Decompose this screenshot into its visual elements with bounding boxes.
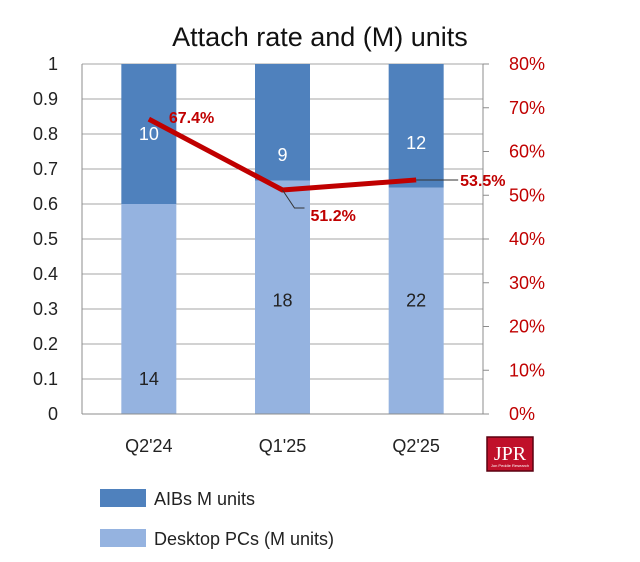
y-left-tick-label: 0.1 — [33, 369, 58, 389]
legend: AIBs M units Desktop PCs (M units) — [100, 489, 334, 549]
desktop-value-label: 18 — [272, 290, 292, 310]
bar-desktop-pcs — [121, 204, 177, 414]
bar-desktop-pcs — [255, 180, 310, 414]
y-left-tick-label: 0.7 — [33, 159, 58, 179]
line-label: 67.4% — [169, 110, 214, 127]
y-right-tick-label: 80% — [509, 54, 545, 74]
y-right-tick-label: 30% — [509, 273, 545, 293]
bar-aibs — [388, 64, 444, 188]
legend-swatch — [100, 489, 146, 507]
y-right-tick-label: 10% — [509, 360, 545, 380]
y-left-tick-label: 0.4 — [33, 264, 58, 284]
bar-aibs — [121, 64, 177, 204]
bar-desktop-pcs — [388, 187, 444, 414]
y-left-tick-label: 0.2 — [33, 334, 58, 354]
y-left-tick-label: 1 — [48, 54, 58, 74]
line-label: 51.2% — [311, 208, 356, 225]
logo-text: JPR — [494, 443, 527, 465]
line-label: 53.5% — [460, 173, 505, 190]
aib-value-label: 12 — [406, 133, 426, 153]
bar-aibs — [255, 64, 310, 181]
y-left-tick-label: 0.6 — [33, 194, 58, 214]
desktop-value-label: 14 — [139, 369, 159, 389]
legend-label: Desktop PCs (M units) — [154, 529, 334, 549]
y-left-tick-label: 0.9 — [33, 89, 58, 109]
bar-segments — [121, 64, 444, 414]
y-right-tick-label: 60% — [509, 142, 545, 162]
y-left-tick-label: 0 — [48, 404, 58, 424]
axes: 00.10.20.30.40.50.60.70.80.910%10%20%30%… — [33, 54, 545, 456]
jpr-logo: JPR Jon Peddie Research — [486, 436, 534, 472]
desktop-value-label: 22 — [406, 290, 426, 310]
legend-swatch — [100, 529, 146, 547]
y-left-tick-label: 0.8 — [33, 124, 58, 144]
logo-box — [486, 436, 534, 472]
y-right-tick-label: 40% — [509, 229, 545, 249]
aib-value-label: 9 — [277, 145, 287, 165]
attach-rate-line: 67.4% 51.2% 53.5% — [147, 110, 506, 225]
legend-label: AIBs M units — [154, 489, 255, 509]
segment-labels: 14 10 18 9 22 12 — [139, 124, 426, 389]
y-right-tick-label: 0% — [509, 404, 535, 424]
y-right-tick-label: 50% — [509, 185, 545, 205]
chart-title: Attach rate and (M) units — [172, 22, 468, 52]
y-right-tick-label: 70% — [509, 98, 545, 118]
x-tick-label: Q2'24 — [125, 436, 172, 456]
x-tick-label: Q2'25 — [392, 436, 439, 456]
x-tick-label: Q1'25 — [259, 436, 306, 456]
leader-line — [282, 189, 305, 209]
y-left-tick-label: 0.3 — [33, 299, 58, 319]
y-right-tick-label: 20% — [509, 317, 545, 337]
logo-subtext: Jon Peddie Research — [491, 463, 529, 468]
y-left-tick-label: 0.5 — [33, 229, 58, 249]
aib-value-label: 10 — [139, 124, 159, 144]
